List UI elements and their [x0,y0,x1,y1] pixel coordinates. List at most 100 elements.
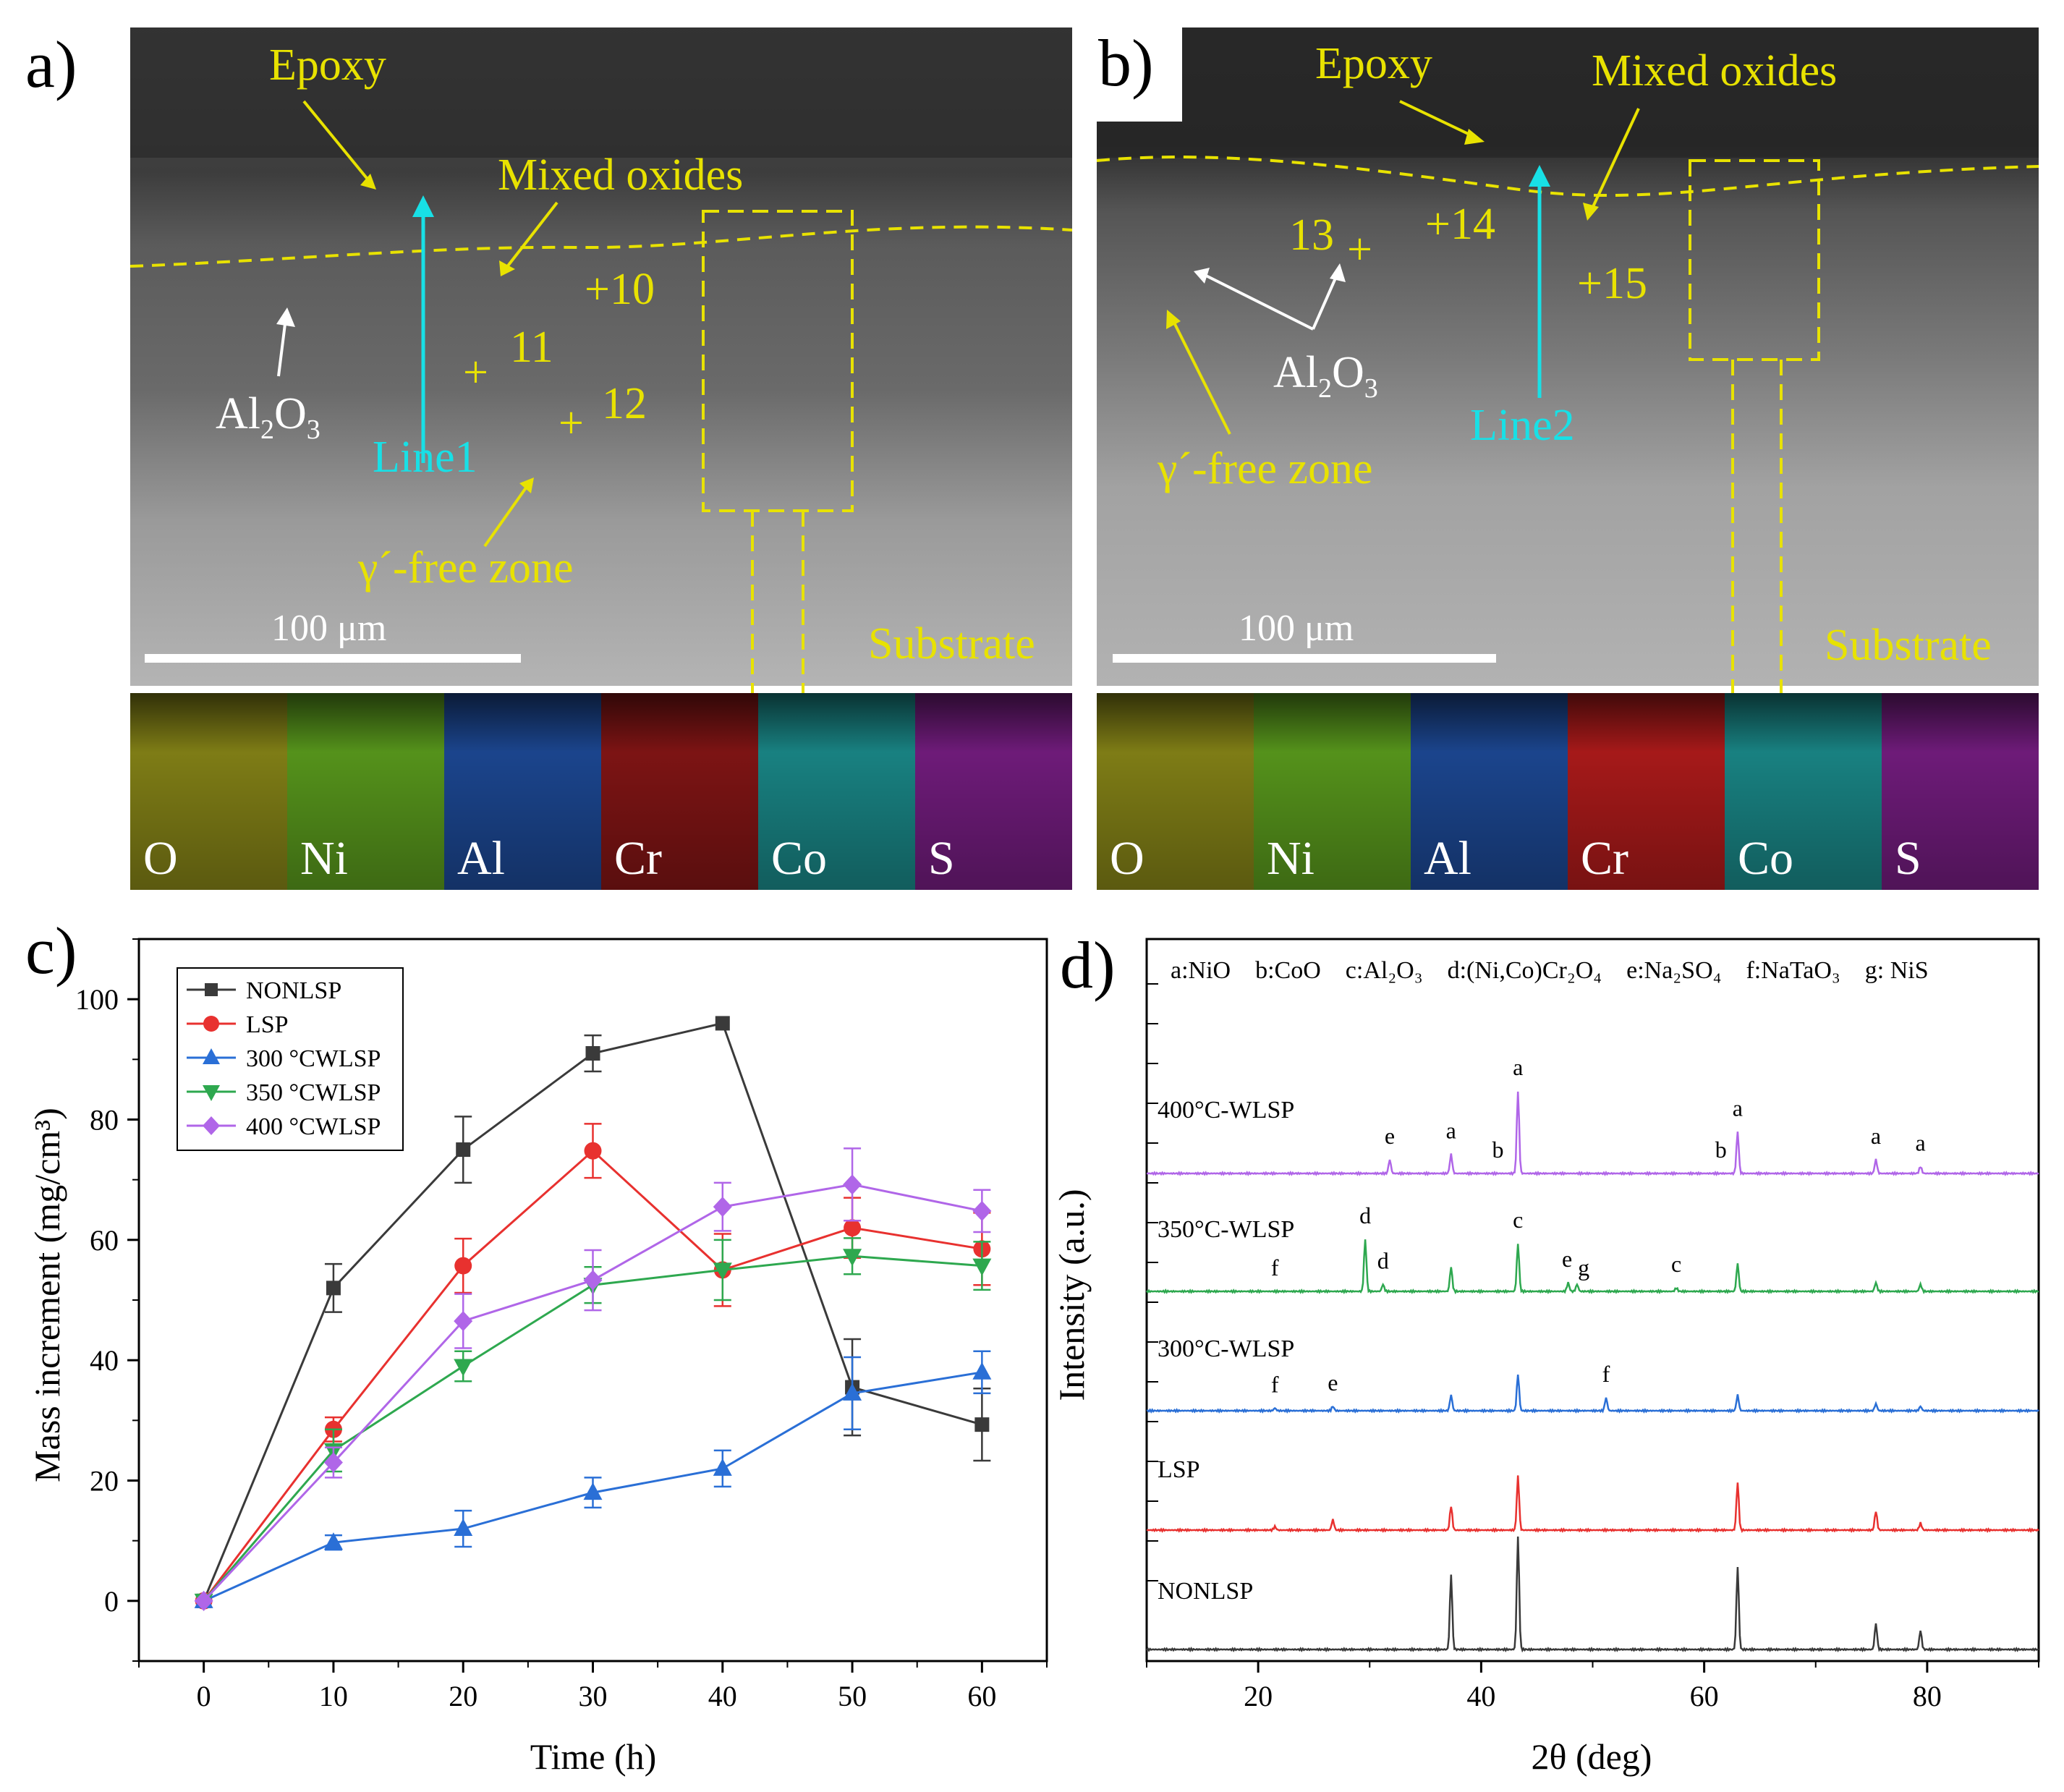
point-11-plus: + [463,348,488,397]
peak-label: f [1271,1254,1279,1281]
gamma-arrowhead-b [1166,310,1181,329]
eds-map-shade [601,693,758,890]
gamma-arrow-a [483,483,530,548]
eds-map-shade [1882,693,2039,890]
epoxy-region-b [1097,27,2039,158]
legend-label: 350 °CWLSP [246,1079,381,1106]
data-point [972,1200,992,1221]
y-tick-label: 20 [90,1465,119,1498]
gamma-arrow-b [1171,318,1231,435]
peak-label: d [1359,1202,1371,1228]
series-c [194,1016,992,1611]
peak-label: e [1385,1123,1395,1149]
oxide-arrow-a [505,201,559,269]
eds-map-label: O [1110,832,1144,885]
x-tick-label: 0 [197,1680,211,1712]
eds-map-shade [130,693,287,890]
eds-map-label: Co [1738,832,1793,885]
panel-a-sem-image: a) Epoxy Mixed oxides Al2O3 Line1 γ´-fre… [25,27,1073,890]
xrd-series-label: LSP [1158,1456,1200,1483]
point-13-plus: + [1347,225,1372,274]
epoxy-label-a: Epoxy [269,41,386,90]
axes-c: 0 10 20 30 40 50 60 0 20 40 60 80 100 [75,938,1048,1712]
xrd-series-label: 350°C-WLSP [1158,1216,1294,1243]
data-point [583,1482,603,1500]
peak-label: a [1446,1118,1456,1144]
xlabel-c: Time (h) [530,1736,657,1777]
phase-legend-item: a:NiO [1171,957,1231,984]
phase-legend-item: f:NaTaO₃ [1746,957,1840,984]
eds-connector-a [751,511,804,716]
eds-connector-b [1731,360,1783,723]
data-point [843,1174,862,1195]
y-tick-label: 60 [90,1224,119,1257]
point-14: +14 [1425,200,1495,249]
eds-map-label: Ni [300,832,348,885]
peak-label: e [1562,1246,1572,1272]
al2o3-arrow-b2 [1312,274,1338,330]
peak-label: a [1733,1095,1743,1121]
scale-bar-a [145,654,521,663]
axes-d: 20 40 60 80 [1146,983,2039,1712]
legend-c: NONLSP LSP 300 °CWLSP 350 °CWLSP 400 °CWLSP [177,967,404,1151]
xrd-300-c-wlsp: 300°C-WLSP f e f [1146,1335,2039,1414]
data-point [323,1452,343,1473]
legend-label: NONLSP [246,977,341,1004]
peak-label: f [1271,1371,1279,1397]
al2o3-arrowhead-b2 [1330,263,1346,282]
xrd-trace [1145,1536,2039,1653]
data-point [326,1281,341,1296]
data-point [844,1219,862,1237]
peak-label: a [1916,1129,1926,1155]
eds-maps-b: O Ni Al Cr Co S [1097,693,2039,890]
gamma-free-label-b: γ´-free zone [1157,444,1373,493]
peak-label: b [1492,1137,1503,1163]
eds-map-label: Al [1424,832,1471,885]
data-point [584,1142,602,1160]
x-tick-label: 10 [319,1680,348,1712]
series-line [203,1183,982,1602]
peak-label: c [1671,1251,1681,1277]
eds-map-label: Al [457,832,505,885]
xrd-trace [1145,1239,2039,1295]
peak-label: c [1513,1207,1523,1233]
xrd-trace [1146,1475,2039,1533]
legend-label: LSP [246,1011,289,1038]
data-point [843,1249,862,1267]
x-tick-label: 20 [1244,1680,1273,1712]
x-tick-label: 80 [1913,1680,1942,1712]
label-bg-b [1097,27,1182,122]
x-tick-label: 40 [1466,1680,1495,1712]
xrd-series-label: 300°C-WLSP [1158,1335,1294,1362]
x-tick-label: 60 [1690,1680,1719,1712]
line2-arrowhead [1529,165,1550,187]
epoxy-arrowhead-b [1464,129,1485,145]
data-point [843,1383,862,1401]
eds-map-shade [287,693,444,890]
data-point [713,1458,732,1476]
mixed-oxides-label-b: Mixed oxides [1592,46,1837,95]
xrd-trace [1146,1374,2039,1414]
y-tick-label: 40 [90,1344,119,1377]
oxide-arrow-b [1590,108,1640,211]
data-point [203,1085,220,1101]
x-tick-label: 60 [967,1680,996,1712]
phase-legend-item: b:CoO [1255,957,1321,984]
gamma-arrowhead-a [519,477,534,493]
oxide-arrowhead-a [499,260,515,276]
series-line [203,1149,982,1602]
panel-label-b: b) [1098,26,1154,100]
epoxy-region-a [130,27,1072,158]
data-point [205,983,218,996]
scale-bar-label-a: 100 μm [271,608,386,649]
al2o3-label-b: Al2O3 [1273,348,1378,404]
series-300-cwlsp [194,1350,992,1608]
al2o3-arrow-a [277,318,287,377]
eds-map-shade [444,693,601,890]
ylabel-c: Mass increment (mg/cm³) [27,1108,67,1482]
xrd-series-label: NONLSP [1158,1578,1253,1605]
eds-map-shade [758,693,915,890]
data-point [715,1016,730,1031]
phase-legend-item: c:Al₂O₃ [1346,957,1423,984]
